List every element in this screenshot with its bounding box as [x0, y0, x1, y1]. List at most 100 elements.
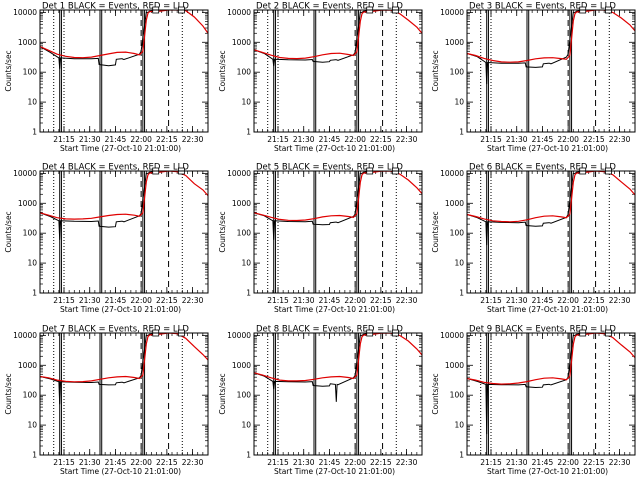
y-tick-label: 1 — [32, 128, 37, 137]
x-tick-label: 21:45 — [532, 458, 554, 467]
y-tick-label: 1000 — [18, 361, 37, 370]
lld-series-line — [254, 333, 422, 382]
y-tick-label: 1 — [459, 289, 464, 298]
plot-frame — [466, 9, 636, 133]
x-tick-label: 21:15 — [480, 135, 502, 144]
y-tick-label: 10000 — [13, 8, 37, 17]
lld-series-line — [467, 10, 635, 63]
y-tick-label: 100 — [237, 391, 252, 400]
y-tick-label: 10000 — [227, 8, 251, 17]
x-tick-label: 21:15 — [267, 296, 289, 305]
x-tick-label: 21:45 — [105, 458, 127, 467]
y-tick-label: 100 — [23, 391, 38, 400]
x-tick-label: 22:15 — [156, 458, 178, 467]
detector-panel-4: Det 4 BLACK = Events, RED = LLD Counts/se… — [4, 163, 209, 314]
x-tick-label: 22:15 — [583, 458, 605, 467]
y-tick-label: 10 — [27, 98, 37, 107]
y-tick-label: 10 — [241, 98, 251, 107]
x-tick-label: 21:15 — [267, 135, 289, 144]
y-axis-label: Counts/sec — [4, 373, 13, 414]
x-tick-label: 21:45 — [532, 296, 554, 305]
x-tick-label: 22:00 — [344, 296, 366, 305]
y-axis-label: Counts/sec — [4, 50, 13, 91]
y-tick-label: 10000 — [13, 331, 37, 340]
x-tick-label: 22:00 — [344, 458, 366, 467]
events-series-line — [40, 171, 157, 240]
x-tick-label: 22:00 — [557, 296, 579, 305]
y-tick-label: 1000 — [18, 38, 37, 47]
detector-panel-8: Det 8 BLACK = Events, RED = LLD Counts/se… — [218, 325, 423, 476]
x-tick-label: 21:45 — [319, 135, 341, 144]
events-series-line — [40, 10, 157, 69]
x-tick-label: 22:30 — [609, 458, 631, 467]
x-tick-label: 21:15 — [480, 296, 502, 305]
lld-series-line — [40, 10, 208, 59]
y-axis-label: Counts/sec — [431, 373, 440, 414]
y-tick-label: 10 — [241, 259, 251, 268]
x-tick-label: 21:15 — [480, 458, 502, 467]
x-tick-label: 22:00 — [130, 135, 152, 144]
detector-panel-7: Det 7 BLACK = Events, RED = LLD Counts/se… — [4, 325, 209, 476]
x-tick-label: 22:00 — [130, 458, 152, 467]
x-tick-label: 21:30 — [293, 296, 315, 305]
x-axis-label: Start Time (27-Oct-10 21:01:00) — [60, 467, 181, 476]
y-tick-label: 100 — [237, 229, 252, 238]
y-tick-label: 1000 — [445, 199, 464, 208]
plot-frame — [39, 332, 209, 456]
x-tick-label: 22:15 — [370, 458, 392, 467]
detector-panel-9: Det 9 BLACK = Events, RED = LLD Counts/se… — [431, 325, 636, 476]
y-tick-label: 1000 — [18, 199, 37, 208]
events-series-line — [254, 171, 371, 240]
x-tick-label: 22:00 — [557, 135, 579, 144]
x-tick-label: 22:15 — [583, 296, 605, 305]
y-tick-label: 10 — [454, 259, 464, 268]
y-tick-label: 10000 — [13, 169, 37, 178]
events-series-line — [40, 333, 157, 405]
x-tick-label: 21:30 — [506, 458, 528, 467]
y-tick-label: 1000 — [232, 361, 251, 370]
y-tick-label: 1000 — [445, 38, 464, 47]
x-axis-label: Start Time (27-Oct-10 21:01:00) — [60, 305, 181, 314]
lld-series-line — [40, 171, 208, 220]
events-series-line — [467, 333, 584, 435]
x-tick-label: 22:15 — [370, 296, 392, 305]
panel-title: Det 9 BLACK = Events, RED = LLD — [469, 325, 616, 335]
lld-series-line — [254, 10, 422, 60]
y-tick-label: 1000 — [445, 361, 464, 370]
y-axis-label: Counts/sec — [4, 211, 13, 252]
plot-frame — [39, 170, 209, 294]
y-tick-label: 10 — [241, 421, 251, 430]
x-tick-label: 22:30 — [609, 296, 631, 305]
x-tick-label: 21:30 — [79, 135, 101, 144]
detector-panel-2: Det 2 BLACK = Events, RED = LLD Counts/se… — [218, 2, 423, 153]
detector-panel-1: Det 1 BLACK = Events, RED = LLD Counts/se… — [4, 2, 209, 153]
x-axis-label: Start Time (27-Oct-10 21:01:00) — [274, 467, 395, 476]
x-tick-label: 21:30 — [293, 135, 315, 144]
y-tick-label: 1 — [32, 451, 37, 460]
x-tick-label: 21:30 — [293, 458, 315, 467]
y-tick-label: 100 — [450, 68, 465, 77]
x-tick-label: 22:15 — [370, 135, 392, 144]
y-tick-label: 1 — [246, 128, 251, 137]
detector-panel-3: Det 3 BLACK = Events, RED = LLD Counts/se… — [431, 2, 636, 153]
x-axis-label: Start Time (27-Oct-10 21:01:00) — [487, 467, 608, 476]
y-tick-label: 10000 — [440, 331, 464, 340]
panel-title: Det 3 BLACK = Events, RED = LLD — [469, 2, 616, 12]
y-tick-label: 1 — [459, 128, 464, 137]
events-series-line — [254, 333, 371, 402]
x-axis-label: Start Time (27-Oct-10 21:01:00) — [274, 305, 395, 314]
x-tick-label: 22:00 — [557, 458, 579, 467]
y-tick-label: 100 — [23, 229, 38, 238]
detector-panel-5: Det 5 BLACK = Events, RED = LLD Counts/se… — [218, 163, 423, 314]
x-tick-label: 21:15 — [53, 458, 75, 467]
panel-title: Det 7 BLACK = Events, RED = LLD — [42, 325, 189, 335]
detector-panel-6: Det 6 BLACK = Events, RED = LLD Counts/se… — [431, 163, 636, 314]
y-tick-label: 1000 — [232, 38, 251, 47]
plot-frame — [39, 9, 209, 133]
y-tick-label: 100 — [450, 229, 465, 238]
lld-series-line — [467, 333, 635, 385]
x-tick-label: 22:30 — [182, 458, 204, 467]
y-axis-label: Counts/sec — [218, 211, 227, 252]
events-series-line — [467, 171, 584, 246]
